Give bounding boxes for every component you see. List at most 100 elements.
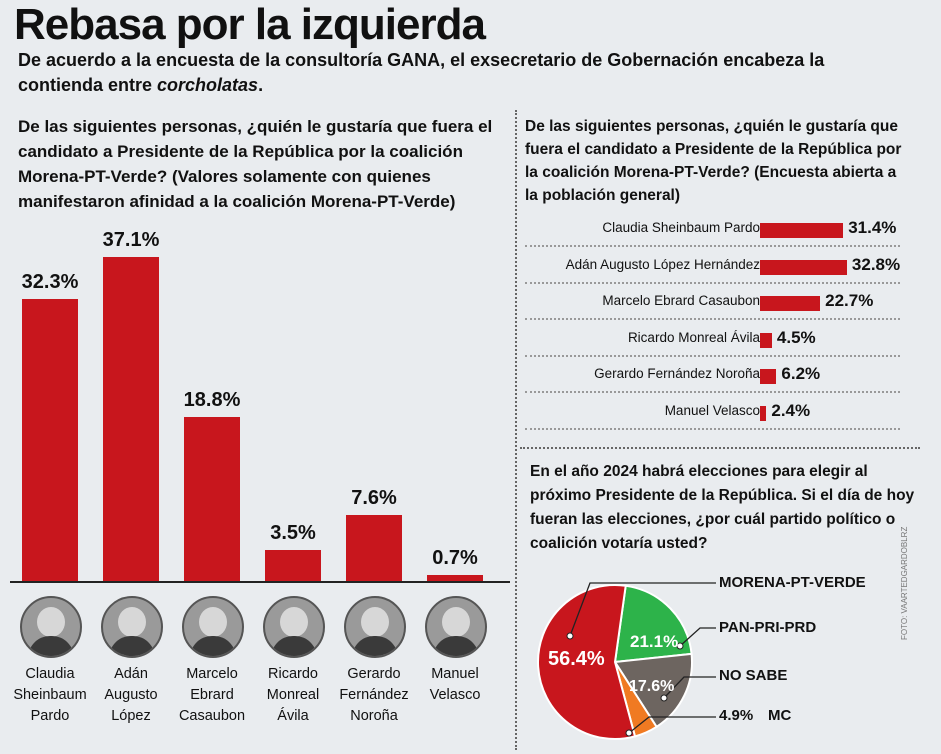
candidate-name-line: Gerardo <box>347 666 401 682</box>
candidate-photo <box>425 596 487 658</box>
pie-value-label: 17.6% <box>629 678 675 695</box>
hbar-2 <box>760 296 821 311</box>
hbar-value-label: 6.2% <box>781 364 821 383</box>
hbar-label: Manuel Velasco <box>664 402 760 418</box>
candidate-photo <box>263 596 325 658</box>
hbar-label: Claudia Sheinbaum Pardo <box>602 220 760 235</box>
photo-head <box>199 607 227 637</box>
candidate-name-line: Claudia <box>25 666 75 682</box>
candidate-name-line: Manuel <box>431 666 479 682</box>
candidate-name-line: Ávila <box>277 708 309 724</box>
vbar-value-label: 18.8% <box>183 389 241 412</box>
candidate-name-line: Sheinbaum <box>13 687 87 703</box>
chart-baseline <box>10 581 510 583</box>
photo-torso <box>190 636 236 656</box>
hbar-3 <box>760 332 772 348</box>
candidate-name-line: Velasco <box>429 687 481 703</box>
hbar-row: Manuel Velasco 2.4% <box>525 398 900 430</box>
vbar-4 <box>346 514 402 581</box>
candidate-name-line: Fernández <box>339 687 409 703</box>
pie-slice-3 <box>614 661 658 738</box>
candidate-photo <box>344 596 406 658</box>
photo-head <box>118 607 146 637</box>
photo-torso <box>433 636 479 656</box>
photo-credit: FOTO: VAARTEDGARDOBLRZ <box>900 526 909 640</box>
photo-head <box>280 607 308 637</box>
vbar-3 <box>265 550 321 581</box>
hbar-row: Gerardo Fernández Noroña 6.2% <box>525 361 900 393</box>
pie-leader-line <box>569 582 716 637</box>
candidate-name: Ricardo Monreal Ávila <box>252 664 334 727</box>
vbar-value-label: 0.7% <box>432 546 478 569</box>
pie-legend-name: MORENA-PT-VERDE <box>719 574 866 591</box>
horizontal-divider <box>520 447 920 449</box>
hbar-value-label: 32.8% <box>851 254 901 274</box>
candidate-name-line: Pardo <box>30 708 70 724</box>
photo-torso <box>109 636 155 656</box>
vbar-value-label: 37.1% <box>102 229 160 252</box>
hbar-1 <box>760 259 847 275</box>
hbar-0 <box>760 223 844 238</box>
hbar-4 <box>760 369 777 384</box>
candidate-name-line: Ebrard <box>190 687 234 703</box>
hbar-value-label: 31.4% <box>848 218 897 237</box>
right-chart-question: De las siguientes personas, ¿quién le gu… <box>525 118 902 204</box>
candidate-photo <box>101 596 163 658</box>
pie-value-label: 21.1% <box>630 632 679 651</box>
subtitle-end: . <box>258 75 264 95</box>
candidate-name: Marcelo Ebrard Casaubon <box>171 664 253 727</box>
hbar-row: Adán Augusto López Hernández 32.8% <box>525 252 900 284</box>
photo-torso <box>352 636 398 656</box>
candidate-name-line: Monreal <box>266 687 320 703</box>
pie-leader-line <box>679 627 716 647</box>
pie-chart-question: En el año 2024 habrá elecciones para ele… <box>530 463 915 552</box>
vbar-value-label: 32.3% <box>21 271 79 294</box>
photo-head <box>442 607 470 637</box>
vbar-1 <box>103 257 159 581</box>
hbar-label: Ricardo Monreal Ávila <box>627 329 760 345</box>
subtitle-text: De acuerdo a la encuesta de la consultor… <box>18 50 825 95</box>
candidate-name: Gerardo Fernández Noroña <box>333 664 415 727</box>
pie-legend-name: PAN-PRI-PRD <box>719 619 817 636</box>
candidate-name: Claudia Sheinbaum Pardo <box>9 664 91 727</box>
candidate-name-line: López <box>111 708 151 724</box>
pie-leader-dot <box>625 729 633 737</box>
page-subtitle: De acuerdo a la encuesta de la consultor… <box>18 48 898 98</box>
hbar-label: Gerardo Fernández Noroña <box>594 366 760 381</box>
photo-head <box>37 607 65 637</box>
hbar-row: Claudia Sheinbaum Pardo 31.4% <box>525 215 900 247</box>
vbar-value-label: 3.5% <box>270 522 316 545</box>
candidate-name-line: Noroña <box>350 708 398 724</box>
candidate-name-line: Adán <box>114 666 148 682</box>
left-chart-question: De las siguientes personas, ¿quién le gu… <box>18 117 493 211</box>
candidate-name: Manuel Velasco <box>414 664 496 706</box>
candidate-name: Adán Augusto López <box>90 664 172 727</box>
pie-value-label: 56.4% <box>548 648 605 670</box>
pie-leader-dot <box>566 632 574 640</box>
hbar-5 <box>760 405 767 421</box>
vbar-0 <box>22 299 78 581</box>
photo-torso <box>28 636 74 656</box>
hbar-label: Adán Augusto López Hernández <box>565 256 760 272</box>
vbar-5 <box>427 574 483 581</box>
hbar-row: Marcelo Ebrard Casaubon 22.7% <box>525 288 900 320</box>
candidate-name-line: Marcelo <box>186 666 238 682</box>
candidate-name-line: Casaubon <box>178 708 246 724</box>
candidate-name-line: Augusto <box>104 687 158 703</box>
photo-torso <box>271 636 317 656</box>
vbar-2 <box>184 417 240 581</box>
hbar-value-label: 22.7% <box>825 291 874 310</box>
subtitle-italic: corcholatas <box>157 75 259 95</box>
candidate-name-line: Ricardo <box>268 666 318 682</box>
hbar-row: Ricardo Monreal Ávila 4.5% <box>525 325 900 357</box>
page-title: Rebasa por la izquierda <box>14 0 486 49</box>
pie-leader-line <box>628 716 716 734</box>
photo-head <box>361 607 389 637</box>
candidate-photo <box>20 596 82 658</box>
vbar-value-label: 7.6% <box>351 486 397 509</box>
hbar-label: Marcelo Ebrard Casaubon <box>602 293 760 308</box>
hbar-value-label: 2.4% <box>771 400 811 420</box>
pie-value-label: 4.9% <box>719 707 754 724</box>
pie-legend-name: NO SABE <box>719 667 788 684</box>
pie-legend-name: MC <box>768 707 792 724</box>
